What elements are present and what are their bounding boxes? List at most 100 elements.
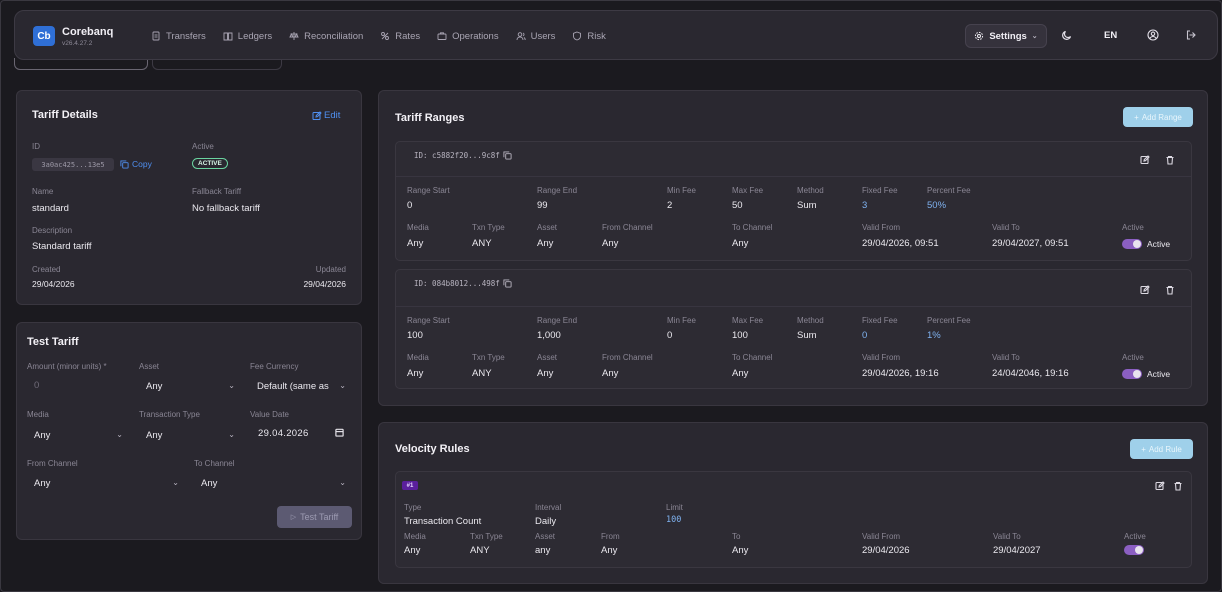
amount-field[interactable] <box>27 379 127 391</box>
valid-to-label: Valid To <box>992 353 1020 362</box>
copy-icon[interactable] <box>503 279 512 288</box>
media-value: Any <box>404 545 421 556</box>
from-channel-select[interactable]: Any ⌄ <box>27 473 183 493</box>
chevron-down-icon: ⌄ <box>172 478 179 487</box>
briefcase-icon <box>437 32 447 40</box>
tariff-id: 3a0ac425...13e5 <box>32 158 114 171</box>
range-start-value: 0 <box>407 200 413 211</box>
asset-value: Any <box>146 380 163 392</box>
range-id-text: ID: c5882f20...9c8f <box>414 151 500 160</box>
active-toggle[interactable] <box>1122 369 1142 379</box>
nav-label: Transfers <box>166 30 206 42</box>
nav-label: Ledgers <box>237 30 273 42</box>
edit-button[interactable]: Edit <box>312 110 340 121</box>
percent-fee-label: Percent Fee <box>927 316 971 325</box>
user-circle-icon[interactable] <box>1146 28 1160 42</box>
to-channel-select[interactable]: Any ⌄ <box>194 473 350 493</box>
txn-type-select[interactable]: Any ⌄ <box>139 425 239 445</box>
valid-from-label: Valid From <box>862 223 901 232</box>
interval-label: Interval <box>535 503 562 512</box>
edit-icon[interactable] <box>1154 480 1166 492</box>
chevron-down-icon: ⌄ <box>116 430 123 439</box>
from-channel-label: From Channel <box>602 223 653 232</box>
amount-label: Amount (minor units) * <box>27 362 107 371</box>
from-value: Any <box>601 545 618 556</box>
method-value: Sum <box>797 200 817 211</box>
trash-icon[interactable] <box>1164 154 1176 166</box>
percent-fee-label: Percent Fee <box>927 186 971 195</box>
asset-label: Asset <box>537 353 558 362</box>
range-start-label: Range Start <box>407 316 450 325</box>
edit-icon[interactable] <box>1139 154 1151 166</box>
add-range-label: Add Range <box>1141 112 1182 122</box>
copy-button[interactable]: Copy <box>120 159 152 169</box>
moon-icon[interactable] <box>1060 28 1074 42</box>
to-channel-value: Any <box>732 238 749 249</box>
trash-icon[interactable] <box>1172 480 1184 492</box>
edit-icon[interactable] <box>1139 284 1151 296</box>
plus-icon: + <box>1141 444 1146 454</box>
media-value: Any <box>407 368 424 379</box>
fixed-fee-label: Fixed Fee <box>862 186 898 195</box>
media-select[interactable]: Any ⌄ <box>27 425 127 445</box>
nav-label: Operations <box>452 30 499 42</box>
language-toggle[interactable]: EN <box>1104 30 1118 41</box>
tab-secondary[interactable] <box>152 58 282 70</box>
max-fee-label: Max Fee <box>732 186 764 195</box>
rule-number-badge: #1 <box>402 481 418 490</box>
add-rule-button[interactable]: + Add Rule <box>1130 439 1193 459</box>
nav-operations[interactable]: Operations <box>437 30 499 42</box>
active-toggle[interactable] <box>1122 239 1142 249</box>
calendar-icon[interactable] <box>335 428 344 440</box>
asset-label: Asset <box>535 532 556 541</box>
settings-button[interactable]: Settings ⌄ <box>965 24 1047 48</box>
logout-icon[interactable] <box>1184 28 1198 42</box>
valid-to-value: 29/04/2027 <box>993 545 1041 556</box>
add-range-button[interactable]: + Add Range <box>1123 107 1193 127</box>
trash-icon[interactable] <box>1164 284 1176 296</box>
to-channel-label: To Channel <box>194 459 235 468</box>
limit-label: Limit <box>666 503 683 512</box>
amount-input[interactable] <box>27 375 127 395</box>
fee-currency-select[interactable]: Default (same as ⌄ <box>250 376 350 396</box>
fixed-fee-value: 0 <box>862 330 868 341</box>
nav-risk[interactable]: Risk <box>572 30 606 42</box>
asset-value: Any <box>537 368 554 379</box>
range-end-label: Range End <box>537 186 578 195</box>
tariff-ranges-title: Tariff Ranges <box>395 112 465 124</box>
active-toggle[interactable] <box>1124 545 1144 555</box>
from-channel-value: Any <box>602 368 619 379</box>
users-icon <box>516 32 526 41</box>
asset-value: Any <box>537 238 554 249</box>
value-date-input[interactable]: 29.04.2026 <box>250 423 350 443</box>
tab-overview[interactable] <box>14 58 148 70</box>
scale-icon <box>289 32 299 40</box>
copy-icon[interactable] <box>503 151 512 160</box>
add-rule-label: Add Rule <box>1148 444 1182 454</box>
chevron-down-icon: ⌄ <box>339 381 346 390</box>
valid-to-value: 29/04/2027, 09:51 <box>992 238 1069 249</box>
created-label: Created <box>32 265 61 274</box>
asset-select[interactable]: Any ⌄ <box>139 376 239 396</box>
test-tariff-label: Test Tariff <box>300 512 339 522</box>
updated-value: 29/04/2026 <box>303 279 346 289</box>
copy-label: Copy <box>132 159 152 169</box>
chevron-down-icon: ⌄ <box>339 478 346 487</box>
nav-rates[interactable]: Rates <box>380 31 420 42</box>
nav-transfers[interactable]: Transfers <box>151 31 206 42</box>
app-logo[interactable]: Cb <box>33 26 55 46</box>
range-start-label: Range Start <box>407 186 450 195</box>
nav-reconciliation[interactable]: Reconciliation <box>289 31 363 42</box>
tariff-range-row: ID: 084b8012...498f Range Start 100 Rang… <box>395 269 1192 389</box>
nav-label: Risk <box>587 30 606 42</box>
test-tariff-card: Test Tariff Amount (minor units) * Asset… <box>16 322 362 540</box>
to-channel-label: To Channel <box>732 223 773 232</box>
copy-icon <box>120 159 129 169</box>
max-fee-label: Max Fee <box>732 316 764 325</box>
nav-ledgers[interactable]: Ledgers <box>223 31 272 42</box>
nav-users[interactable]: Users <box>516 31 555 42</box>
txn-type-label: Transaction Type <box>139 410 200 419</box>
min-fee-value: 2 <box>667 200 673 211</box>
active-label: Active <box>1124 532 1146 541</box>
test-tariff-button[interactable]: ▷ Test Tariff <box>277 506 352 528</box>
